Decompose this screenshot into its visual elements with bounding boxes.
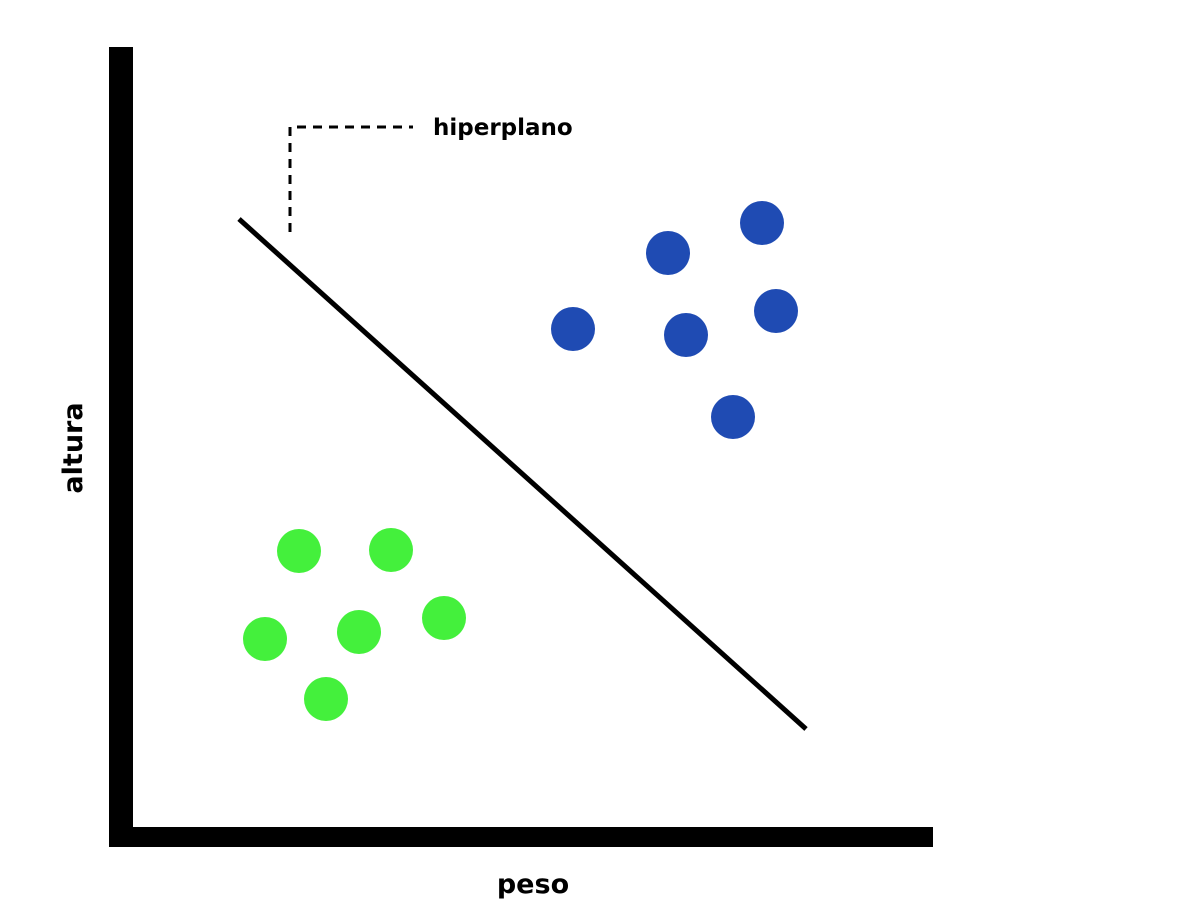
data-point: [243, 617, 287, 661]
data-point: [337, 610, 381, 654]
class-b-points: [243, 528, 466, 721]
data-point: [711, 395, 755, 439]
x-axis: [109, 827, 933, 847]
x-axis-label: peso: [497, 869, 569, 900]
hyperplane-annotation-leader: [288, 125, 413, 232]
data-point: [551, 307, 595, 351]
y-axis: [109, 47, 133, 847]
data-point: [277, 529, 321, 573]
data-point: [369, 528, 413, 572]
data-point: [740, 201, 784, 245]
data-point: [664, 313, 708, 357]
class-a-points: [551, 201, 798, 439]
data-point: [646, 231, 690, 275]
hyperplane-annotation-label: hiperplano: [433, 115, 573, 141]
data-point: [422, 596, 466, 640]
y-axis-label: altura: [58, 402, 89, 493]
data-point: [304, 677, 348, 721]
data-point: [754, 289, 798, 333]
hyperplane-line: [237, 217, 808, 731]
